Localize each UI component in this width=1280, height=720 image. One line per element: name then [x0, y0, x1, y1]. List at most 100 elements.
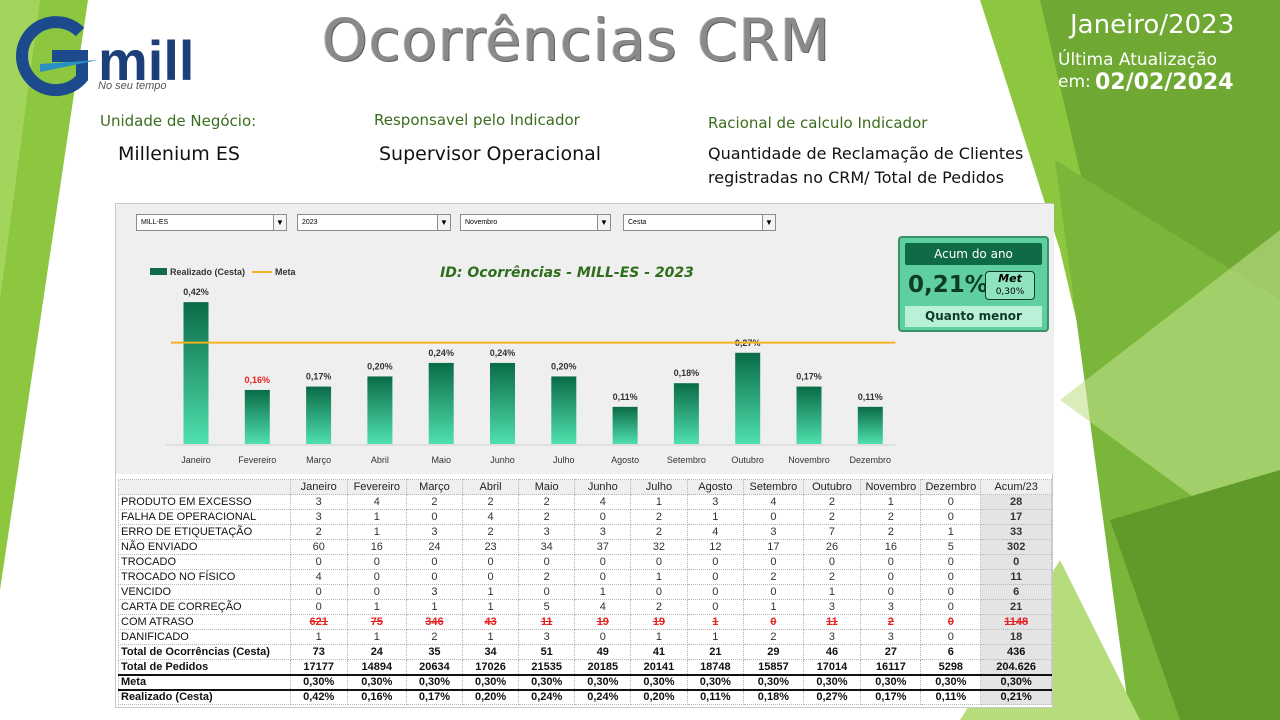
logo-wordmark: mill — [98, 29, 194, 92]
row-total: 21 — [980, 599, 1052, 615]
chevron-down-icon[interactable]: ▼ — [437, 215, 450, 230]
row-total: 0,30% — [980, 673, 1052, 690]
table-header-cell: Setembro — [743, 479, 804, 495]
table-cell: 0 — [574, 569, 632, 585]
table-cell: 0 — [574, 509, 632, 525]
table-cell: 1 — [630, 569, 688, 585]
unit-filter[interactable]: MILL-ES ▼ — [136, 214, 287, 231]
table-cell: 1 — [346, 629, 407, 645]
x-tick-label: Agosto — [611, 455, 639, 465]
table-cell: 0 — [289, 599, 348, 615]
legend-label-meta: Meta — [275, 267, 296, 277]
total-orders-row: Total de Pedidos 17177 14894 20634 17026 2153… — [118, 659, 1052, 675]
x-tick-label: Abril — [371, 455, 389, 465]
table-cell: 0,20% — [630, 688, 688, 705]
year-filter[interactable]: 2023 ▼ — [297, 214, 451, 231]
table-cell: 1 — [346, 599, 407, 615]
table-header-cell: Maio — [518, 479, 576, 495]
chevron-down-icon[interactable]: ▼ — [762, 215, 775, 230]
table-cell: 0 — [743, 554, 804, 570]
table-cell: 18748 — [686, 659, 745, 675]
table-cell: 3 — [518, 629, 576, 645]
company-logo: mill — [16, 16, 194, 97]
table-header-cell: Janeiro — [289, 479, 348, 495]
row-label: CARTA DE CORREÇÃO — [118, 599, 291, 615]
table-cell: 2 — [860, 509, 922, 525]
table-cell: 1 — [743, 599, 804, 615]
row-total: 17 — [980, 509, 1052, 525]
table-cell: 2 — [630, 599, 688, 615]
table-row: PRODUTO EM EXCESSO 3 4 2 2 2 4 1 3 4 2 1 0 28 — [118, 494, 1052, 510]
chevron-down-icon[interactable]: ▼ — [597, 215, 610, 230]
realized-row: Realizado (Cesta) 0,42% 0,16% 0,17% 0,20% 0,2… — [118, 688, 1052, 705]
row-label: ERRO DE ETIQUETAÇÃO — [118, 524, 291, 540]
table-cell: 24 — [405, 539, 464, 555]
update-label: Última Atualização — [1058, 50, 1218, 70]
table-cell: 73 — [289, 644, 348, 660]
kpi-foot: Quanto menor — [905, 306, 1042, 327]
table-cell: 20185 — [574, 659, 632, 675]
update-prefix: em: — [1058, 72, 1091, 92]
row-total: 28 — [980, 494, 1052, 510]
table-cell: 0 — [920, 599, 982, 615]
table-cell: 4 — [574, 599, 632, 615]
table-cell: 17177 — [289, 659, 348, 675]
data-label: 0,11% — [858, 392, 883, 402]
occurrences-table: Janeiro Fevereiro Março Abril Maio Junho Julho… — [118, 479, 1052, 705]
table-cell: 21535 — [518, 659, 576, 675]
table-cell: 3 — [860, 629, 922, 645]
table-cell: 1 — [289, 629, 348, 645]
table-cell: 15857 — [743, 659, 804, 675]
row-total: 302 — [980, 539, 1052, 555]
row-label: Total de Pedidos — [118, 659, 291, 675]
table-cell: 0,30% — [405, 673, 464, 690]
table-cell: 2 — [461, 494, 520, 510]
table-cell: 1 — [860, 494, 922, 510]
table-cell: 17 — [743, 539, 804, 555]
table-cell: 0 — [346, 554, 407, 570]
table-cell: 3 — [743, 524, 804, 540]
basket-filter[interactable]: Cesta ▼ — [623, 214, 776, 231]
table-cell: 0,24% — [518, 688, 576, 705]
table-row: DANIFICADO 1 1 2 1 3 0 1 1 2 3 3 0 18 — [118, 629, 1052, 645]
x-tick-label: Setembro — [667, 455, 706, 465]
table-cell: 2 — [461, 524, 520, 540]
table-header-cell: Fevereiro — [346, 479, 407, 495]
table-cell: 4 — [686, 524, 745, 540]
data-label: 0,11% — [613, 392, 638, 402]
month-filter[interactable]: Novembro ▼ — [460, 214, 611, 231]
table-header-cell: Acum/23 — [980, 479, 1052, 495]
kpi-met-value: 0,30% — [995, 287, 1025, 297]
table-cell: 26 — [802, 539, 862, 555]
table-cell: 0,16% — [346, 688, 407, 705]
table-cell: 1 — [686, 614, 745, 630]
legend-label-realizado: Realizado (Cesta) — [170, 267, 245, 277]
kpi-value: 0,21% — [908, 272, 988, 298]
table-cell: 4 — [574, 494, 632, 510]
row-label: FALHA DE OPERACIONAL — [118, 509, 291, 525]
table-cell: 3 — [289, 509, 348, 525]
table-cell: 5 — [920, 539, 982, 555]
table-cell: 6 — [920, 644, 982, 660]
owner-label: Responsavel pelo Indicador — [374, 111, 580, 129]
page-title: Ocorrências CRM — [322, 6, 831, 74]
table-cell: 24 — [346, 644, 407, 660]
table-cell: 60 — [289, 539, 348, 555]
table-cell: 0 — [461, 569, 520, 585]
table-cell: 0 — [405, 509, 464, 525]
logo-tagline: No seu tempo — [98, 80, 167, 92]
table-cell: 1 — [461, 584, 520, 600]
table-cell: 2 — [630, 524, 688, 540]
table-cell: 0 — [630, 584, 688, 600]
table-cell: 621 — [289, 614, 348, 630]
table-cell: 1 — [920, 524, 982, 540]
data-label: 0,16% — [245, 375, 271, 385]
chevron-down-icon[interactable]: ▼ — [273, 215, 286, 230]
x-tick-label: Outubro — [731, 455, 764, 465]
table-cell: 0,30% — [346, 673, 407, 690]
table-cell: 1 — [686, 509, 745, 525]
table-cell: 16 — [860, 539, 922, 555]
table-cell: 4 — [346, 494, 407, 510]
dashboard-panel: MILL-ES ▼ 2023 ▼ Novembro ▼ Cesta ▼ ID: … — [115, 203, 1054, 708]
